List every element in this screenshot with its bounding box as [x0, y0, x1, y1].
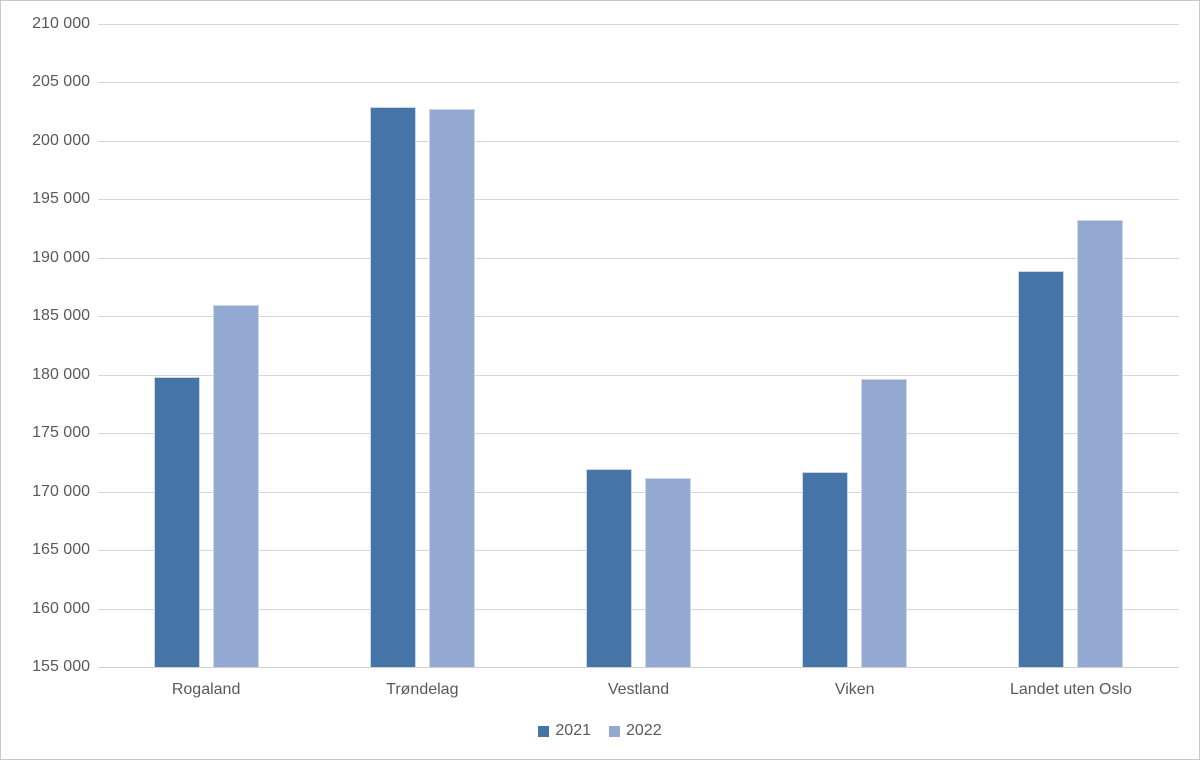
gridline — [98, 141, 1179, 142]
x-axis-category-label: Rogaland — [171, 681, 241, 698]
gridline — [98, 550, 1179, 551]
bar-2022 — [428, 109, 475, 667]
x-axis-category-labels: Rogaland Trøndelag Vestland Viken Landet ute… — [98, 680, 1179, 699]
gridline — [98, 433, 1179, 434]
bar-2022 — [212, 305, 259, 667]
bar-series-layer — [98, 24, 1179, 667]
y-axis-tick-label: 195 000 — [32, 190, 90, 207]
bar-2022 — [1077, 220, 1124, 667]
y-axis-tick-label: 170 000 — [32, 483, 90, 500]
y-axis-tick-label: 190 000 — [32, 249, 90, 266]
x-axis-category-label: Vestland — [607, 681, 670, 698]
bar-2021 — [369, 107, 416, 667]
bar-2022 — [645, 478, 691, 667]
x-axis-category-label: Landet uten Oslo — [1009, 681, 1132, 698]
bar-2022 — [861, 379, 908, 667]
chart-legend: 2021 2022 — [1, 722, 1199, 740]
gridline — [98, 199, 1179, 200]
category-group — [98, 24, 314, 667]
gridline — [98, 24, 1179, 25]
legend-label: 2022 — [626, 722, 662, 739]
gridline — [98, 258, 1179, 259]
legend-swatch-icon — [609, 725, 620, 737]
y-axis-tick-label: 185 000 — [32, 307, 90, 324]
category-group — [963, 24, 1179, 667]
category-group — [530, 24, 746, 667]
legend-item-2022: 2022 — [609, 722, 662, 740]
plot-area — [98, 24, 1179, 668]
category-group — [747, 24, 963, 667]
y-axis-tick-label: 210 000 — [32, 15, 90, 32]
gridline — [98, 492, 1179, 493]
bar-2021 — [802, 472, 849, 667]
x-axis-category-label: Viken — [834, 681, 875, 698]
y-axis-tick-label: 175 000 — [32, 424, 90, 441]
bar-2021 — [586, 469, 632, 667]
y-axis-tick-label: 205 000 — [32, 73, 90, 90]
bar-2021 — [153, 377, 200, 667]
gridline — [98, 82, 1179, 83]
category-group — [314, 24, 530, 667]
gridline — [98, 609, 1179, 610]
y-axis-tick-label: 155 000 — [32, 658, 90, 675]
x-axis-category-label: Trøndelag — [386, 681, 459, 698]
x-axis-line — [98, 667, 1179, 668]
y-axis-tick-label: 160 000 — [32, 600, 90, 617]
legend-label: 2021 — [555, 722, 591, 739]
gridline — [98, 375, 1179, 376]
y-axis-tick-label: 180 000 — [32, 366, 90, 383]
legend-swatch-icon — [538, 725, 550, 737]
gridline — [98, 316, 1179, 317]
y-axis-tick-label: 200 000 — [32, 132, 90, 149]
legend-item-2021: 2021 — [538, 722, 591, 740]
bar-2021 — [1018, 271, 1065, 667]
y-axis-tick-label: 165 000 — [32, 541, 90, 558]
